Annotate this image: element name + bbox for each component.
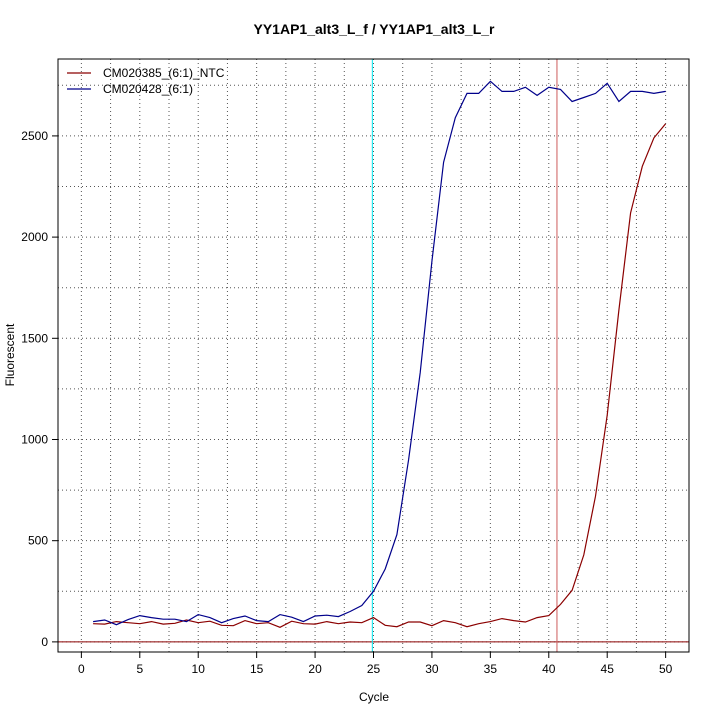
x-tick-label: 20 bbox=[308, 662, 322, 676]
x-tick-label: 0 bbox=[78, 662, 85, 676]
y-tick-label: 0 bbox=[41, 635, 48, 649]
x-tick-label: 30 bbox=[425, 662, 439, 676]
x-tick-label: 35 bbox=[484, 662, 498, 676]
x-tick-label: 45 bbox=[601, 662, 615, 676]
x-tick-label: 15 bbox=[250, 662, 264, 676]
x-axis-label: Cycle bbox=[359, 690, 389, 704]
legend-label-2: CM020428_(6:1) bbox=[103, 82, 193, 96]
y-tick-label: 2000 bbox=[21, 230, 48, 244]
series-lines bbox=[93, 80, 667, 628]
y-tick-label: 1000 bbox=[21, 432, 48, 446]
y-tick-label: 1500 bbox=[21, 331, 48, 345]
chart-title: YY1AP1_alt3_L_f / YY1AP1_alt3_L_r bbox=[254, 21, 496, 37]
series-line-1 bbox=[93, 123, 667, 628]
grid-lines bbox=[58, 59, 689, 652]
x-tick-label: 10 bbox=[192, 662, 206, 676]
series-line-2 bbox=[93, 80, 666, 626]
y-tick-label: 500 bbox=[28, 534, 48, 548]
reference-lines bbox=[58, 59, 689, 652]
x-tick-label: 5 bbox=[136, 662, 143, 676]
x-tick-label: 25 bbox=[367, 662, 381, 676]
x-tick-label: 50 bbox=[659, 662, 673, 676]
legend-label-1: CM020385_(6:1)_NTC bbox=[103, 66, 225, 80]
y-axis-label: Fluorescent bbox=[3, 323, 17, 386]
x-tick-label: 40 bbox=[542, 662, 556, 676]
y-tick-label: 2500 bbox=[21, 129, 48, 143]
legend: CM020385_(6:1)_NTC CM020428_(6:1) bbox=[67, 66, 225, 96]
